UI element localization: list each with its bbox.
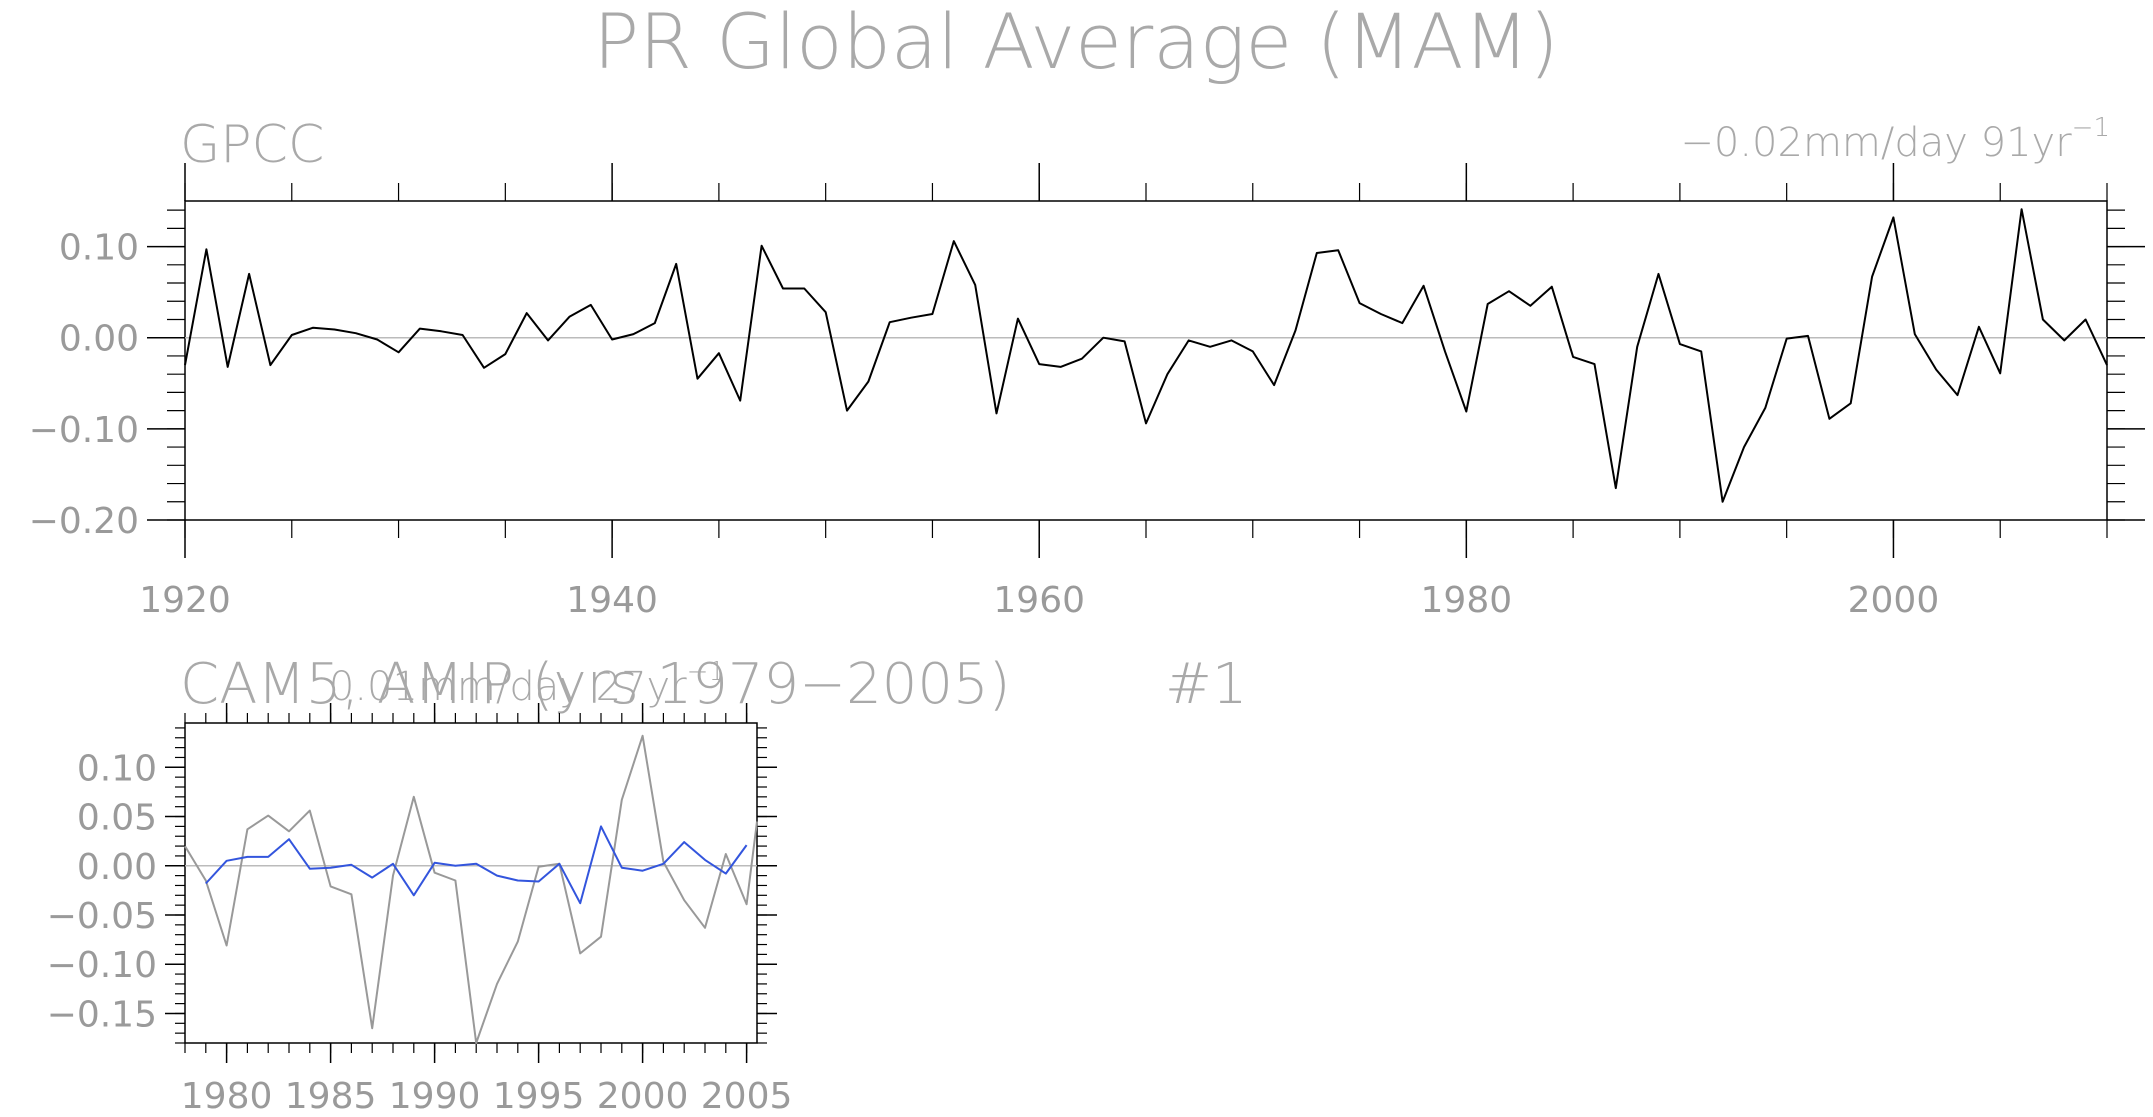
gpcc-panel: GPCC −0.02mm/day 91yr−1 0.10 0.00 −0.10 −0.…	[29, 113, 2145, 621]
cam5-series	[184, 734, 758, 1044]
plot-frame	[184, 722, 758, 1044]
figure-title: PR Global Average (MAM)	[593, 0, 1558, 86]
cam5-trend-label: 0.01mm/day 27yr−1	[329, 657, 725, 710]
x-tick-label: 2005	[701, 1076, 793, 1117]
gpcc-trend-label: −0.02mm/day 91yr−1	[1680, 113, 2110, 166]
gpcc-series	[184, 208, 2108, 503]
x-tick-label: 2000	[1848, 580, 1940, 621]
y-tick-label: −0.10	[29, 410, 139, 451]
gpcc-trend-exponent: −1	[2072, 113, 2110, 143]
cam5-panel: CAM5, AMIP (yrs 1979−2005) 0.01mm/day 27…	[47, 652, 1248, 1117]
x-tick-label: 1920	[139, 580, 231, 621]
y-tick-label: 0.00	[59, 319, 139, 360]
x-tick-label: 1990	[389, 1076, 481, 1117]
x-tick-label: 1980	[181, 1076, 273, 1117]
y-tick-label: 0.00	[77, 847, 157, 888]
cam5-axes: 0.10 0.05 0.00 −0.05 −0.10 −0.15 1980 1985 1990 1…	[47, 703, 793, 1117]
y-tick-label: −0.10	[47, 945, 157, 986]
y-tick-label: −0.05	[47, 896, 157, 937]
x-tick-label: 2000	[597, 1076, 689, 1117]
y-tick-label: 0.10	[77, 748, 157, 789]
y-tick-label: 0.05	[77, 798, 157, 839]
x-tick-label: 1960	[993, 580, 1085, 621]
gpcc-panel-label: GPCC	[180, 115, 324, 175]
gpcc-trend-text: −0.02mm/day 91yr	[1680, 120, 2072, 166]
cam5-trend-text: 0.01mm/day 27yr	[329, 664, 687, 710]
plot-frame	[184, 200, 2108, 521]
series-line	[184, 208, 2108, 503]
y-tick-label: −0.15	[47, 994, 157, 1035]
x-tick-label: 1985	[285, 1076, 377, 1117]
series-line	[184, 734, 758, 1044]
x-tick-label: 1980	[1421, 580, 1513, 621]
y-tick-label: −0.20	[29, 501, 139, 542]
x-tick-label: 1940	[566, 580, 658, 621]
cam5-member-label: #1	[1165, 652, 1248, 717]
y-tick-label: 0.10	[59, 228, 139, 269]
series-line	[205, 825, 748, 905]
x-tick-label: 1995	[493, 1076, 585, 1117]
cam5-trend-exponent: −1	[687, 657, 725, 687]
cam5-panel-label: CAM5, AMIP (yrs 1979−2005)	[180, 652, 1010, 717]
